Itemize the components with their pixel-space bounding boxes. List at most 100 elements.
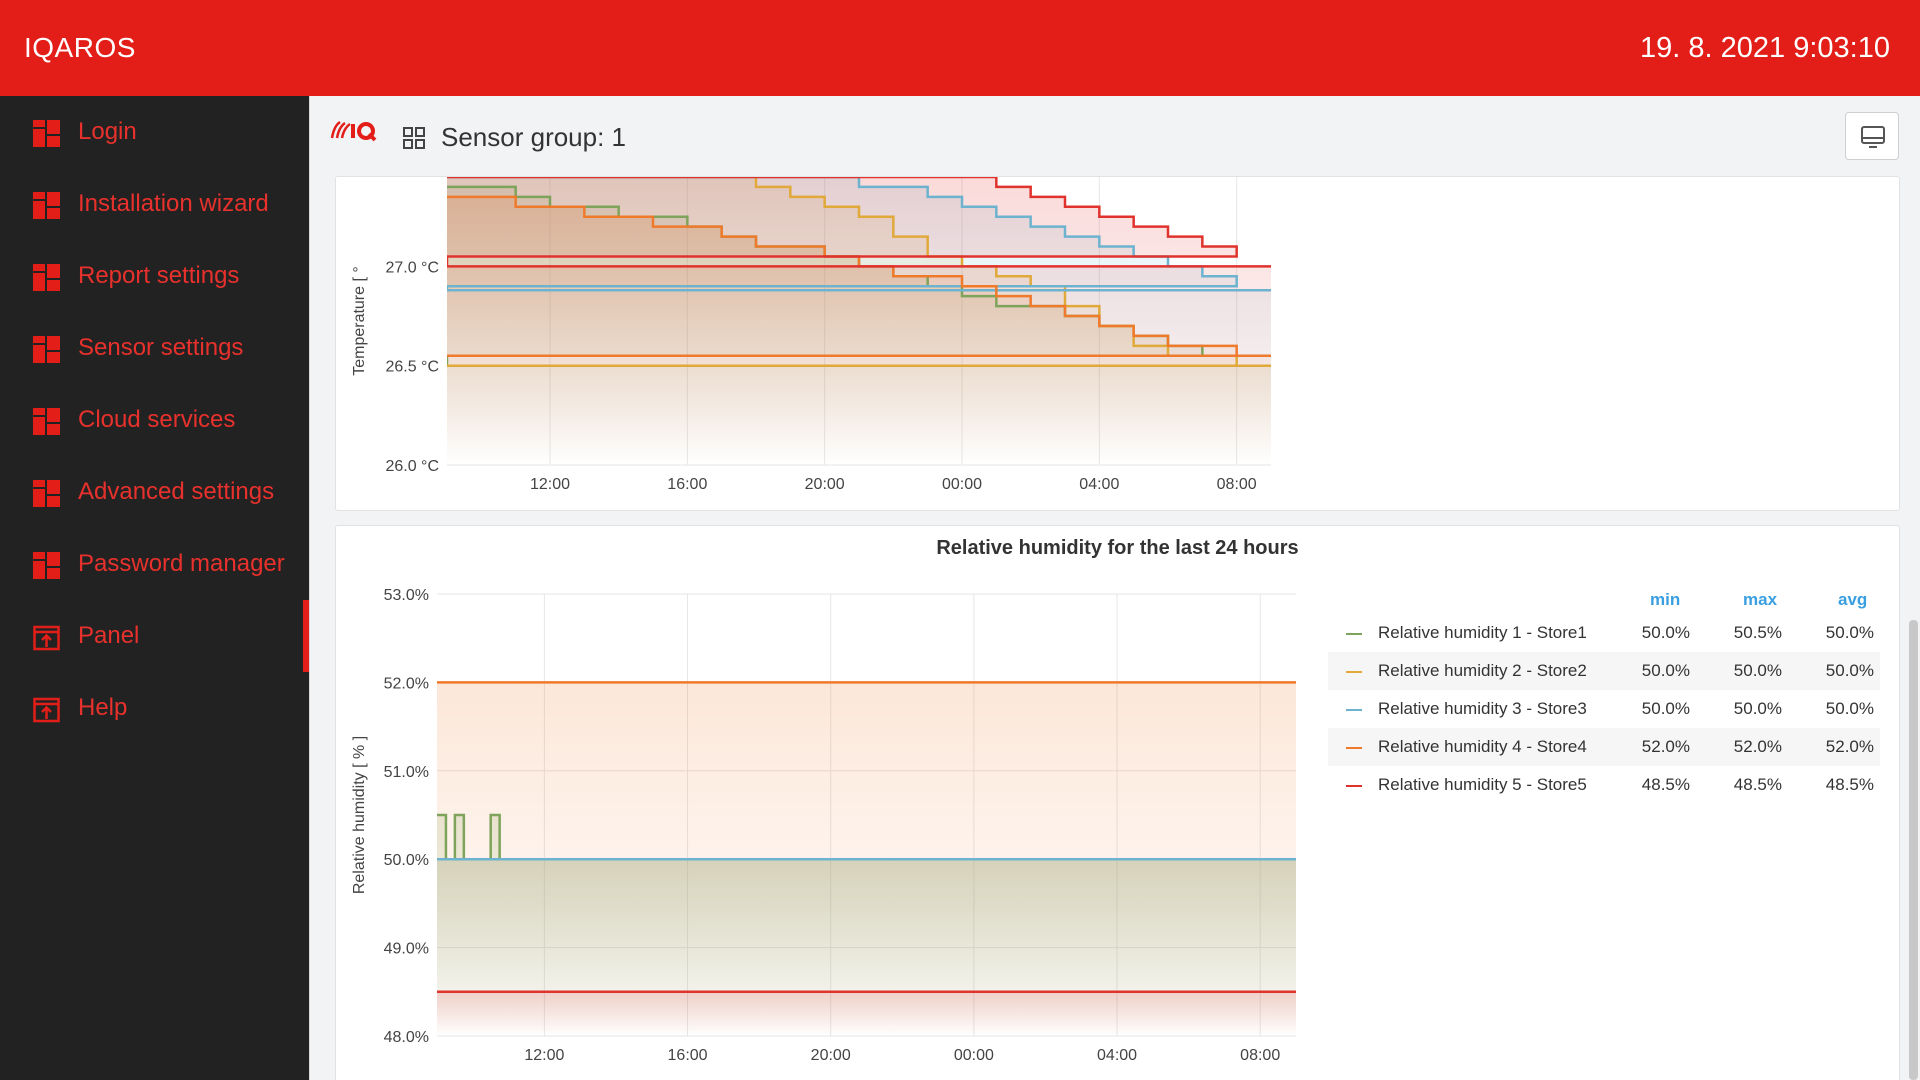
sidebar-item-help[interactable]: Help — [0, 672, 309, 744]
legend-min: 52.0% — [1641, 737, 1690, 756]
legend-series-name: Relative humidity 1 - Store1 — [1378, 623, 1587, 642]
sidebar-item-label: Help — [78, 694, 128, 721]
legend-series-name: Relative humidity 3 - Store3 — [1378, 699, 1587, 718]
dashboard-icon — [33, 120, 60, 147]
legend-avg: 50.0% — [1825, 661, 1874, 680]
sidebar: Login Installation wizard Report settings S… — [0, 96, 309, 1080]
y-tick-label: 49.0% — [384, 941, 429, 958]
legend-avg: 50.0% — [1825, 699, 1874, 718]
y-tick-label: 50.0% — [384, 852, 429, 869]
legend-min: 48.5% — [1641, 775, 1690, 794]
sidebar-item-installation-wizard[interactable]: Installation wizard — [0, 168, 309, 240]
temperature-chart: 12:00 16:00 20:00 00:00 04:00 08:00 26.0 °C 26.… — [351, 177, 1271, 493]
app-brand[interactable]: IQAROS — [24, 32, 136, 63]
sidebar-item-label: Advanced settings — [78, 478, 275, 505]
dashboard-icon — [33, 480, 60, 507]
x-tick-label: 20:00 — [805, 476, 845, 493]
legend-series-name: Relative humidity 5 - Store5 — [1378, 775, 1587, 794]
legend-swatch — [1346, 709, 1362, 711]
legend-avg: 48.5% — [1825, 775, 1874, 794]
sidebar-item-label: Report settings — [78, 262, 240, 289]
x-tick-label: 00:00 — [942, 476, 982, 493]
x-tick-label: 12:00 — [530, 476, 570, 493]
sidebar-item-password-manager[interactable]: Password manager — [0, 528, 309, 600]
x-tick-label: 16:00 — [668, 1047, 708, 1064]
humidity-chart-title: Relative humidity for the last 24 hours — [936, 537, 1299, 559]
legend-swatch — [1346, 747, 1362, 749]
legend-header-avg[interactable]: avg — [1838, 590, 1868, 609]
legend-row[interactable]: Relative humidity 3 - Store3 50.0% 50.0% 50… — [1328, 690, 1880, 728]
legend-row[interactable]: Relative humidity 1 - Store1 50.0% 50.5% 50… — [1328, 614, 1880, 652]
y-tick-label: 52.0% — [384, 675, 429, 692]
sidebar-item-sensor-settings[interactable]: Sensor settings — [0, 312, 309, 384]
y-tick-label: 26.0 °C — [385, 458, 439, 475]
datetime-display: 19. 8. 2021 9:03:10 — [1640, 32, 1890, 64]
panel-icon — [33, 625, 60, 651]
y-tick-label: 27.0 °C — [385, 259, 439, 276]
top-bar: IQAROS 19. 8. 2021 9:03:10 — [0, 0, 1920, 96]
sidebar-item-report-settings[interactable]: Report settings — [0, 240, 309, 312]
legend-row[interactable]: Relative humidity 4 - Store4 52.0% 52.0% 52… — [1328, 728, 1880, 766]
legend-max: 48.5% — [1733, 775, 1782, 794]
y-axis-title: Relative humidity [ % ] — [351, 736, 368, 894]
legend-avg: 50.0% — [1825, 623, 1874, 642]
series-area — [437, 991, 1296, 1036]
panel-icon — [33, 697, 60, 723]
legend-max: 50.5% — [1733, 623, 1782, 642]
legend-swatch — [1346, 633, 1362, 635]
x-tick-label: 12:00 — [524, 1047, 564, 1064]
sidebar-item-login[interactable]: Login — [0, 96, 309, 168]
display-mode-button[interactable] — [1845, 112, 1899, 160]
legend-header-min[interactable]: min — [1650, 590, 1681, 609]
humidity-chart: 12:00 16:00 20:00 00:00 04:00 08:00 48.0% 49.0%… — [351, 587, 1296, 1064]
x-tick-label: 08:00 — [1240, 1047, 1280, 1064]
legend-max: 52.0% — [1733, 737, 1782, 756]
dashboard-icon — [33, 264, 60, 291]
legend-header-max[interactable]: max — [1743, 590, 1778, 609]
legend-series-name: Relative humidity 4 - Store4 — [1378, 737, 1587, 756]
active-indicator — [303, 600, 309, 672]
x-tick-label: 08:00 — [1217, 476, 1257, 493]
grid-icon — [403, 127, 425, 149]
sidebar-item-label: Sensor settings — [78, 334, 244, 361]
x-tick-label: 16:00 — [667, 476, 707, 493]
y-tick-label: 51.0% — [384, 764, 429, 781]
y-tick-label: 53.0% — [384, 587, 429, 604]
legend-max: 50.0% — [1733, 661, 1782, 680]
legend-min: 50.0% — [1641, 699, 1690, 718]
legend-avg: 52.0% — [1825, 737, 1874, 756]
monitor-icon — [1861, 126, 1885, 148]
sidebar-item-advanced-settings[interactable]: Advanced settings — [0, 456, 309, 528]
series-area — [447, 177, 1271, 465]
iq-logo — [330, 120, 377, 142]
sidebar-item-label: Installation wizard — [78, 190, 269, 217]
x-tick-label: 04:00 — [1097, 1047, 1137, 1064]
legend-row[interactable]: Relative humidity 2 - Store2 50.0% 50.0% 50… — [1328, 652, 1880, 690]
legend-max: 50.0% — [1733, 699, 1782, 718]
y-axis-title: Temperature [ ° — [351, 266, 368, 376]
y-tick-label: 48.0% — [384, 1029, 429, 1046]
x-tick-label: 00:00 — [954, 1047, 994, 1064]
sidebar-item-label: Panel — [78, 622, 140, 649]
dashboard-icon — [33, 192, 60, 219]
x-tick-label: 04:00 — [1079, 476, 1119, 493]
sidebar-item-label: Cloud services — [78, 406, 236, 433]
page-scrollbar[interactable] — [1909, 620, 1918, 1080]
temperature-panel: 12:00 16:00 20:00 00:00 04:00 08:00 26.0 °C 26.… — [335, 176, 1900, 511]
x-tick-label: 20:00 — [811, 1047, 851, 1064]
humidity-panel: Relative humidity for the last 24 hours … — [335, 525, 1900, 1080]
dashboard-icon — [33, 336, 60, 363]
dashboard-icon — [33, 408, 60, 435]
series-line[interactable] — [447, 177, 1271, 268]
sidebar-item-label: Password manager — [78, 550, 285, 577]
legend-series-name: Relative humidity 2 - Store2 — [1378, 661, 1587, 680]
sidebar-item-label: Login — [78, 118, 137, 145]
series-line[interactable] — [447, 177, 1271, 367]
page-header: Sensor group: 1 — [310, 96, 1920, 176]
legend-swatch — [1346, 671, 1362, 673]
legend-row[interactable]: Relative humidity 5 - Store5 48.5% 48.5% 48… — [1328, 766, 1880, 804]
series-line[interactable] — [447, 195, 1271, 358]
sidebar-item-cloud-services[interactable]: Cloud services — [0, 384, 309, 456]
sidebar-item-panel[interactable]: Panel — [0, 600, 309, 672]
legend-min: 50.0% — [1641, 623, 1690, 642]
